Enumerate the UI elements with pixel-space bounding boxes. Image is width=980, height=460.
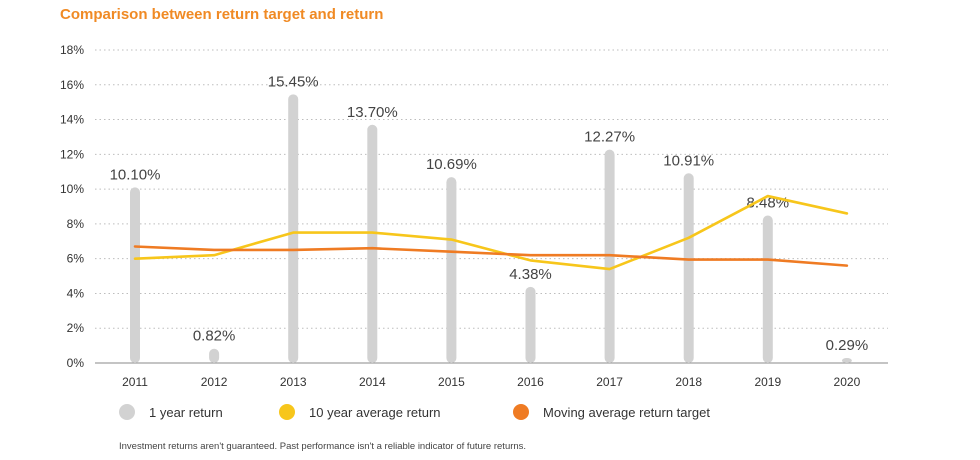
data-label-2018: 10.91%: [663, 152, 714, 169]
bar-2015: [446, 177, 457, 363]
y-tick-label: 10%: [60, 182, 84, 196]
x-tick-label: 2017: [596, 375, 623, 389]
bar-2016: [525, 286, 536, 363]
bar-2019: [762, 215, 773, 363]
data-label-2017: 12.27%: [584, 129, 635, 146]
x-tick-label: 2019: [754, 375, 781, 389]
y-tick-label: 16%: [60, 78, 84, 92]
legend-item-10-year-average-return: 10 year average return: [279, 404, 441, 420]
y-tick-label: 6%: [67, 252, 85, 266]
bar-2013: [288, 94, 299, 363]
data-label-2013: 15.45%: [268, 73, 319, 90]
legend-label-10-year-average-return: 10 year average return: [309, 404, 441, 420]
y-tick-label: 14%: [60, 113, 84, 127]
bar-2020: [841, 357, 852, 363]
x-tick-label: 2012: [201, 375, 228, 389]
bar-2012: [209, 348, 220, 363]
y-tick-label: 2%: [67, 321, 85, 335]
data-label-2016: 4.38%: [509, 266, 552, 283]
y-tick-label: 8%: [67, 217, 85, 231]
bar-2014: [367, 124, 378, 364]
bar-2018: [683, 173, 694, 363]
y-tick-label: 0%: [67, 356, 85, 370]
line-10-year-average-return: [133, 194, 849, 271]
data-label-2014: 13.70%: [347, 104, 398, 121]
legend-item-moving-average-return-target: Moving average return target: [513, 404, 710, 420]
x-tick-label: 2015: [438, 375, 465, 389]
x-tick-label: 2011: [122, 375, 148, 389]
data-label-2012: 0.82%: [193, 328, 236, 345]
data-label-2015: 10.69%: [426, 156, 477, 173]
y-tick-label: 4%: [67, 286, 85, 300]
legend-label-moving-average-return-target: Moving average return target: [543, 404, 710, 420]
x-tick-label: 2018: [675, 375, 702, 389]
x-tick-label: 2013: [280, 375, 307, 389]
chart-title: Comparison between return target and ret…: [60, 6, 384, 23]
legend-label-1-year-return: 1 year return: [149, 404, 223, 420]
y-tick-label: 18%: [60, 43, 84, 57]
line-moving-average-return-target: [133, 245, 849, 267]
legend-item-1-year-return: 1 year return: [119, 404, 223, 420]
data-label-2020: 0.29%: [826, 337, 869, 354]
legend: 1 year return 10 year average return Mov…: [0, 404, 980, 428]
legend-swatch-1-year-return: [119, 404, 135, 420]
legend-swatch-moving-average-return-target: [513, 404, 529, 420]
x-tick-label: 2014: [359, 375, 386, 389]
bar-2011: [130, 187, 140, 363]
x-tick-label: 2020: [834, 375, 861, 389]
y-tick-label: 12%: [60, 147, 84, 161]
footnote: Investment returns aren't guaranteed. Pa…: [119, 441, 527, 452]
legend-swatch-10-year-average-return: [279, 404, 295, 420]
data-label-2011: 10.10%: [110, 166, 161, 183]
x-tick-label: 2016: [517, 375, 544, 389]
chart: 0% 2% 4% 6% 8% 10% 12% 14% 16% 18% 10.10% 0.82% 15.4…: [60, 43, 888, 389]
